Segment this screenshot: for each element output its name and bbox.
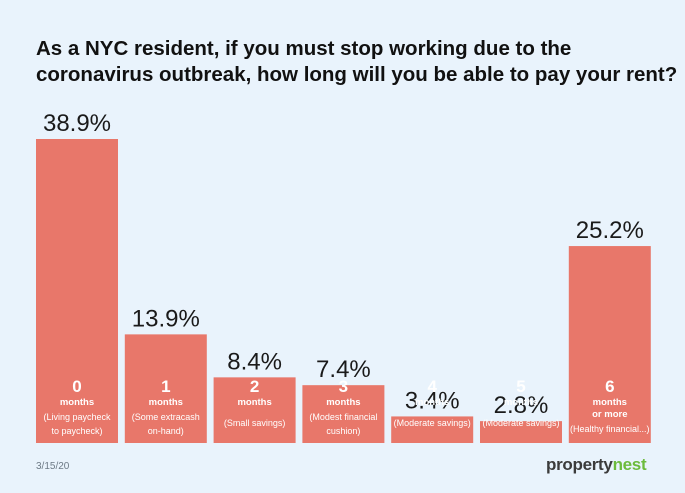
value-label-5: 2.8%: [494, 392, 549, 419]
value-label-1: 13.9%: [132, 305, 200, 332]
category-number-0: 0: [72, 377, 81, 396]
category-desc-3-1: cushion): [326, 426, 360, 436]
category-desc-1-1: on-hand): [148, 426, 184, 436]
bar-3: [302, 385, 385, 443]
logo-text-property: property: [546, 455, 613, 474]
category-desc-0-1: to paycheck): [51, 426, 102, 436]
category-number-2: 2: [250, 377, 259, 396]
category-number-1: 1: [161, 377, 170, 396]
value-label-0: 38.9%: [43, 110, 111, 137]
propertynest-logo: propertynest: [546, 455, 647, 475]
category-desc-3-0: (Modest financial: [309, 412, 377, 422]
bar-1: [124, 334, 207, 443]
value-label-2: 8.4%: [227, 348, 282, 375]
category-desc-0-0: (Living paycheck: [43, 412, 111, 422]
category-desc-5-0: (Moderate savings): [482, 418, 559, 428]
date-stamp: 3/15/20: [36, 461, 70, 472]
category-desc-2-0: (Small savings): [224, 418, 286, 428]
category-number-6: 6: [605, 377, 614, 396]
bar-2: [213, 377, 296, 443]
category-desc-4-0: (Moderate savings): [394, 418, 471, 428]
category-desc-1-0: (Some extracash: [132, 412, 200, 422]
category-number-5: 5: [516, 377, 525, 396]
bar-6: [568, 246, 651, 443]
category-unit-2: months: [237, 397, 271, 408]
value-label-6: 25.2%: [576, 217, 644, 244]
chart-title-line-2: coronavirus outbreak, how long will you …: [36, 63, 678, 86]
category-number-4: 4: [427, 377, 437, 396]
category-desc-6-0: (Healthy financial...): [570, 424, 650, 434]
bar-5: [480, 421, 562, 443]
chart-title: As a NYC resident, if you must stop work…: [36, 36, 678, 88]
bar-4: [391, 416, 474, 443]
category-unit-6: months: [593, 397, 627, 408]
value-label-4: 3.4%: [405, 387, 460, 414]
category-unit-5: months: [504, 397, 538, 408]
category-number-3: 3: [339, 377, 348, 396]
category-unit-1: months: [149, 397, 183, 408]
category-unit-4: months: [415, 397, 449, 408]
logo-text-nest: nest: [612, 455, 647, 474]
chart-title-line-1: As a NYC resident, if you must stop work…: [36, 37, 572, 60]
category-unit-3: months: [326, 397, 360, 408]
category-unit2-6: or more: [592, 409, 627, 420]
value-label-3: 7.4%: [316, 356, 371, 383]
bar-0: [36, 139, 118, 443]
category-unit-0: months: [60, 397, 94, 408]
